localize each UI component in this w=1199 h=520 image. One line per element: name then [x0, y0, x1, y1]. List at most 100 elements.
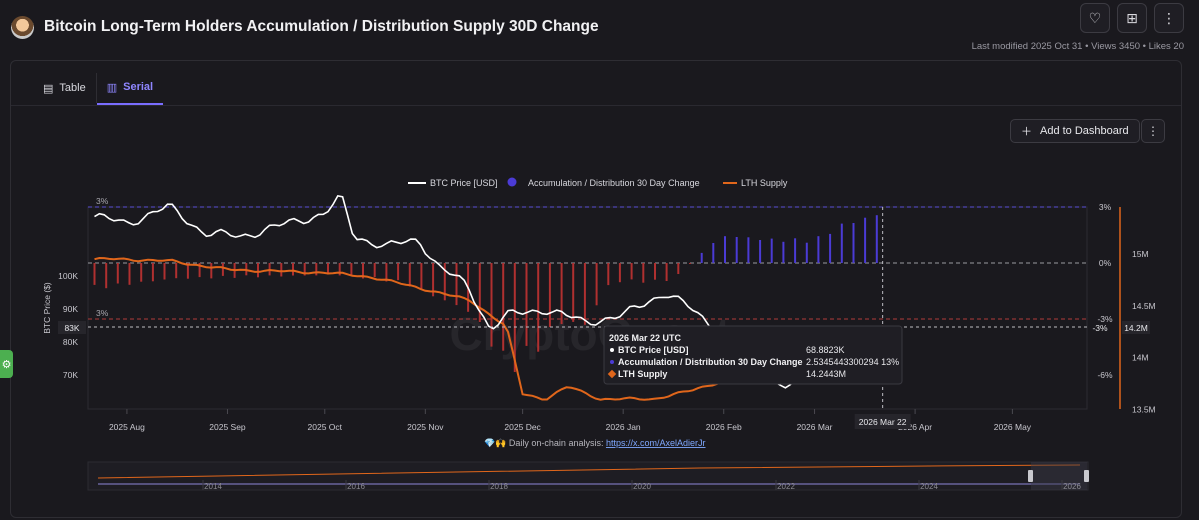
accumulation-bar: [502, 263, 505, 351]
accumulation-bar: [163, 263, 166, 280]
footnote-link[interactable]: https://x.com/AxelAdierJr: [606, 438, 706, 448]
more-vertical-icon: ⋮: [1162, 9, 1176, 26]
accumulation-bar: [630, 263, 633, 280]
crosshair-supply-box: [1122, 321, 1150, 334]
crosshair-supply-label: 14.2M: [1124, 323, 1148, 333]
accumulation-bar: [257, 263, 259, 278]
tab-label: Table: [59, 82, 86, 94]
table-icon: ▤: [43, 82, 54, 95]
navigator-tick-label: 2020: [633, 482, 651, 491]
tooltip-label: BTC Price [USD]: [618, 345, 689, 355]
accumulation-bar: [221, 263, 224, 276]
accumulation-bars: [93, 215, 878, 372]
accumulation-bar: [747, 237, 750, 263]
accumulation-bar: [93, 263, 96, 285]
accumulation-bar: [700, 252, 703, 263]
accumulation-bar: [140, 263, 143, 282]
plus-icon: ＋: [1021, 126, 1032, 138]
accumulation-bar: [759, 240, 762, 263]
tab-table[interactable]: ▤ Table: [33, 71, 96, 105]
navigator-tick-label: 2018: [490, 482, 508, 491]
tooltip-label: LTH Supply: [618, 369, 667, 379]
accumulation-bar: [128, 263, 131, 285]
accumulation-bar: [642, 263, 645, 283]
avatar[interactable]: [11, 16, 34, 39]
gear-icon: ⚙: [1, 358, 12, 371]
tab-serial[interactable]: ▥ Serial: [96, 71, 164, 105]
tooltip-value: 2.5345443300294 13%: [806, 357, 899, 367]
y-left-label: BTC Price ($): [42, 282, 52, 334]
accumulation-bar: [175, 263, 178, 279]
accumulation-bar: [116, 263, 119, 284]
tooltip-box: [603, 325, 903, 385]
accumulation-bar: [829, 233, 832, 263]
page-header: Bitcoin Long-Term Holders Accumulation /…: [0, 0, 1199, 60]
accumulation-bar: [548, 263, 551, 328]
page-title: Bitcoin Long-Term Holders Accumulation /…: [44, 18, 599, 35]
heart-icon: ♡: [1088, 9, 1102, 26]
crosshair-pct-label: -3%: [1092, 323, 1108, 333]
accumulation-bar: [665, 263, 668, 281]
chart-axes: BTC Price ($) 100K 90K 80K 70K 3% 0% -3% -6% 15M 1…: [42, 202, 1156, 432]
accumulation-bar: [840, 223, 843, 263]
x-tick-label: 2026 Apr: [898, 422, 932, 432]
chart-menu-button[interactable]: ⋮: [1141, 119, 1165, 143]
accumulation-bar: [595, 263, 598, 306]
accumulation-bar: [817, 236, 820, 263]
x-tick-label: 2026 May: [994, 422, 1032, 432]
chart-legend: BTC Price [USD] Accumulation / Distributi…: [408, 177, 788, 188]
tooltip-marker-lth: [607, 369, 617, 379]
accumulation-bar: [186, 263, 189, 279]
ref-label-top: 3%: [96, 196, 109, 206]
bookmark-button[interactable]: ⊞: [1117, 3, 1147, 33]
x-tick-label: 2025 Nov: [407, 422, 444, 432]
y-right-supply-tick: 15M: [1132, 249, 1149, 259]
accumulation-bar: [864, 217, 867, 263]
accumulation-bar: [292, 263, 294, 276]
range-navigator[interactable]: 2014 2016 2018 2020 2022 2024 2026: [87, 461, 1089, 491]
tooltip-value: 14.2443M: [806, 369, 846, 379]
accumulation-bar: [875, 215, 878, 263]
tab-label: Serial: [123, 81, 154, 93]
x-tick-label: 2026 Feb: [706, 422, 742, 432]
navigator-tick-label: 2024: [920, 482, 938, 491]
y-left-tick: 90K: [63, 304, 78, 314]
accumulation-bar: [689, 263, 691, 264]
y-left-tick: 70K: [63, 370, 78, 380]
x-tick-label: 2025 Dec: [504, 422, 541, 432]
navigator-tick-label: 2026: [1063, 482, 1081, 491]
accumulation-bar: [350, 263, 353, 276]
accumulation-bar: [654, 263, 656, 280]
add-to-dashboard-button[interactable]: ＋ Add to Dashboard: [1010, 119, 1140, 143]
accumulation-bar: [432, 263, 435, 297]
more-button[interactable]: ⋮: [1154, 3, 1184, 33]
crosshair-date-label: 2026 Mar 22: [859, 417, 907, 427]
accumulation-bar: [735, 237, 738, 263]
chart-tooltip: 2026 Mar 22 UTC BTC Price [USD] 68.8823KAc…: [603, 325, 903, 385]
tab-divider: [95, 73, 97, 103]
accumulation-bar: [315, 263, 318, 276]
chart-grid: 3% 3%: [87, 196, 1088, 410]
navigator-tick-label: 2016: [347, 482, 365, 491]
navigator-track: [87, 461, 1089, 491]
settings-tab[interactable]: ⚙: [0, 350, 13, 378]
like-button[interactable]: ♡: [1080, 3, 1110, 33]
y-right-supply-tick: 13.5M: [1132, 404, 1156, 414]
accumulation-bar: [782, 241, 785, 263]
tooltip-date: 2026 Mar 22 UTC: [609, 333, 682, 343]
accumulation-bar: [198, 263, 201, 278]
accumulation-bar: [724, 236, 726, 263]
crosshair-date-box: [854, 414, 911, 429]
accumulation-bar: [794, 238, 797, 263]
legend-label-lth: LTH Supply: [741, 178, 788, 188]
accumulation-bar: [151, 263, 154, 282]
accumulation-bar: [770, 238, 773, 263]
bookmark-plus-icon: ⊞: [1126, 9, 1138, 26]
accumulation-bar: [397, 263, 400, 281]
legend-label-price: BTC Price [USD]: [430, 178, 498, 188]
y-right-pct-tick: -3%: [1097, 314, 1113, 324]
tab-divider-line: [11, 105, 1181, 106]
accumulation-bar: [490, 263, 493, 347]
navigator-tick-label: 2022: [777, 482, 795, 491]
